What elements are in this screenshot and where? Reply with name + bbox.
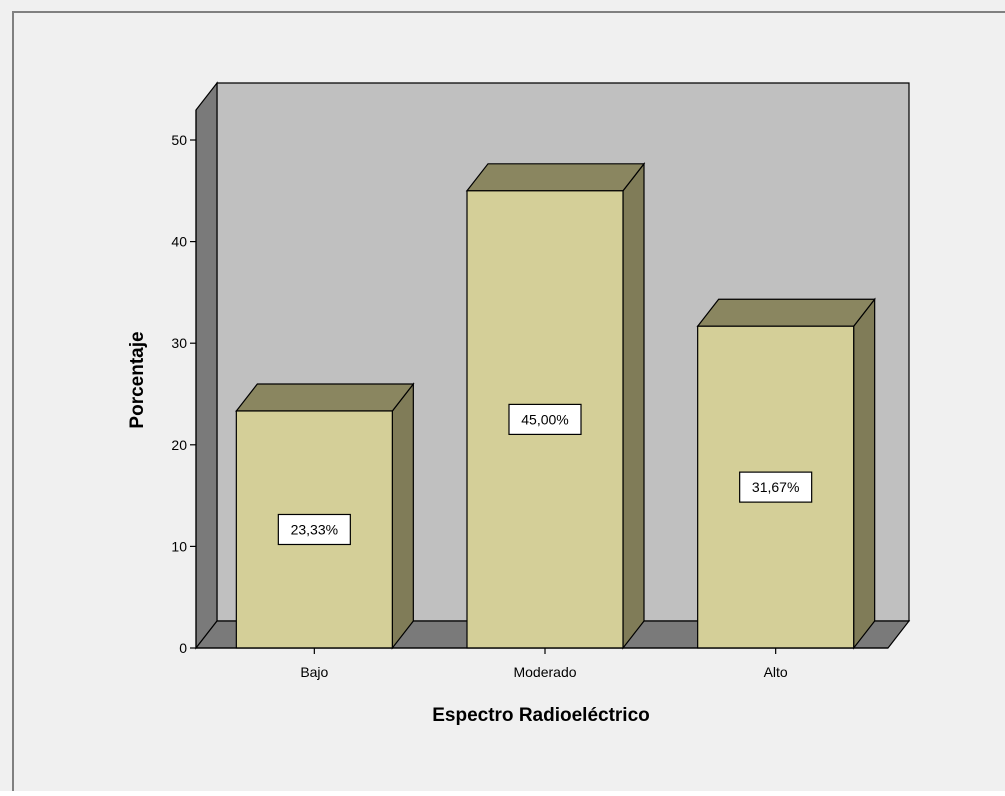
y-axis-title: Porcentaje <box>127 331 148 428</box>
x-axis-title: Espectro Radioeléctrico <box>432 705 650 726</box>
bar-top-face <box>465 163 646 192</box>
y-tick-label: 30 <box>171 335 187 351</box>
bar-side-face <box>853 297 876 650</box>
y-tick-label: 10 <box>171 538 187 554</box>
y-tick-label: 20 <box>171 437 187 453</box>
bar-side-face <box>622 162 645 650</box>
bar-side-face <box>391 382 414 650</box>
data-label-text: 23,33% <box>291 521 338 537</box>
bars <box>235 162 876 650</box>
bar-top-face <box>696 298 876 327</box>
side-wall <box>195 81 218 650</box>
bar-top-face <box>235 383 415 412</box>
x-tick-label: Moderado <box>513 664 576 680</box>
data-label-text: 31,67% <box>752 479 799 495</box>
chart-frame-border <box>12 11 1005 791</box>
data-label-text: 45,00% <box>521 411 568 427</box>
y-tick-label: 0 <box>179 640 187 656</box>
x-tick-label: Bajo <box>300 664 328 680</box>
data-label-box <box>508 403 582 435</box>
x-tick-label: Alto <box>764 664 788 680</box>
data-label: 31,67% <box>739 471 813 503</box>
data-label-box <box>277 513 351 546</box>
bar-moderado <box>465 162 646 650</box>
data-label-box <box>739 471 813 503</box>
y-axis: 0 10 20 30 40 50 <box>171 110 197 656</box>
data-labels: 23,33% 45,00% 31,67% <box>277 403 813 546</box>
data-label: 23,33% <box>277 513 351 546</box>
y-tick-label: 40 <box>171 234 187 250</box>
data-label: 45,00% <box>508 403 582 435</box>
x-axis: Bajo Moderado Alto <box>196 647 888 680</box>
y-tick-label: 50 <box>171 132 187 148</box>
